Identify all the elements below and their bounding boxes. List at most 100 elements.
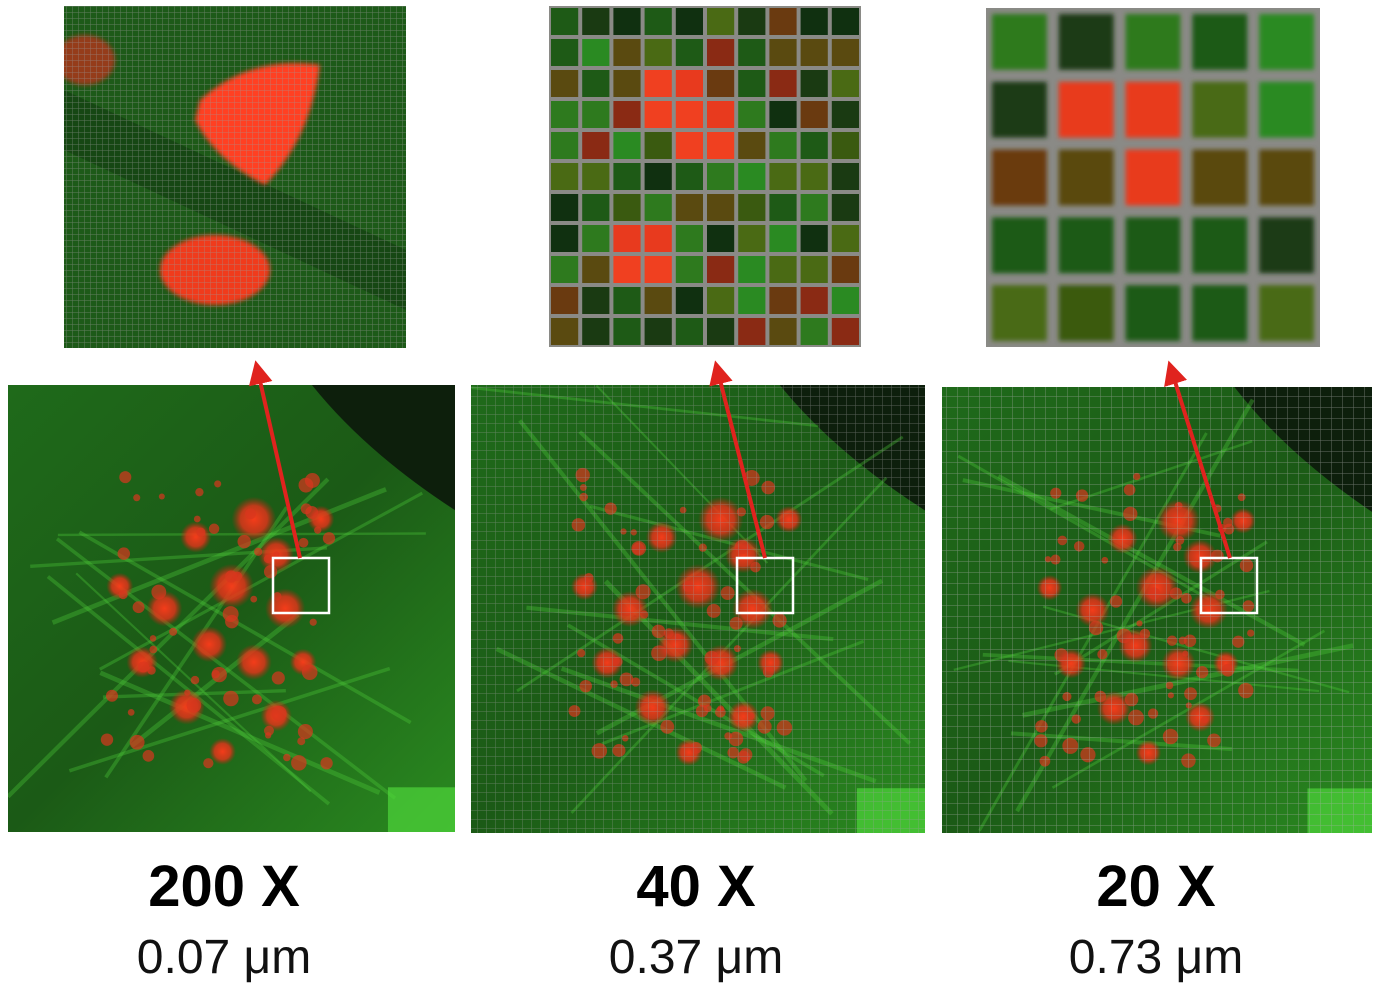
organelle xyxy=(137,661,150,673)
pixel xyxy=(1192,81,1248,138)
pixel xyxy=(707,318,735,345)
micrograph xyxy=(8,385,455,832)
pixel xyxy=(707,163,735,190)
pixel xyxy=(675,287,703,314)
pixel xyxy=(1058,285,1114,341)
organelle xyxy=(251,694,262,705)
pixel xyxy=(675,256,703,283)
pixel xyxy=(992,149,1047,206)
organelle xyxy=(264,732,272,739)
pixel xyxy=(831,287,859,314)
pixel xyxy=(551,225,579,252)
pixel xyxy=(800,225,828,252)
pixel xyxy=(613,8,641,35)
organelle xyxy=(147,666,156,675)
organelle xyxy=(118,589,128,600)
pixel xyxy=(738,132,766,159)
organelle xyxy=(151,584,167,600)
organelle xyxy=(209,563,254,609)
resolution: 0.07 μm xyxy=(137,931,311,984)
pixel xyxy=(582,163,610,190)
organelle xyxy=(283,753,291,762)
organelle xyxy=(309,618,317,626)
pixel xyxy=(707,8,735,35)
bright-corner xyxy=(387,787,455,832)
pixel xyxy=(613,101,641,128)
fiber xyxy=(8,477,330,799)
organelle xyxy=(291,755,307,771)
pixel xyxy=(738,287,766,314)
organelle xyxy=(225,570,238,583)
pixel xyxy=(675,225,703,252)
pixel xyxy=(582,318,610,345)
pixel xyxy=(582,287,610,314)
organelle xyxy=(297,737,306,746)
magnification: 200 X xyxy=(148,854,300,919)
organelle xyxy=(265,588,306,629)
pixel xyxy=(644,163,672,190)
pixel xyxy=(769,8,797,35)
pixel xyxy=(738,256,766,283)
pixel xyxy=(738,70,766,97)
pixel xyxy=(1058,217,1114,274)
organelle xyxy=(305,505,319,519)
organelle xyxy=(271,671,285,685)
pixel xyxy=(675,8,703,35)
resolution: 0.37 μm xyxy=(609,931,783,984)
pixel xyxy=(675,132,703,159)
pixel xyxy=(1125,217,1181,274)
pixel xyxy=(831,8,859,35)
pixel xyxy=(831,225,859,252)
pixel xyxy=(707,39,735,66)
pixel xyxy=(551,70,579,97)
organelle xyxy=(100,733,114,746)
organelle xyxy=(254,547,263,556)
pixel xyxy=(613,287,641,314)
pixel xyxy=(738,163,766,190)
pixel xyxy=(551,39,579,66)
organelle xyxy=(133,494,141,502)
organelle xyxy=(119,471,132,484)
organelle xyxy=(263,565,278,579)
organelle xyxy=(214,480,222,488)
pixel xyxy=(582,8,610,35)
pixel xyxy=(1058,14,1114,70)
pixel xyxy=(707,101,735,128)
organelle xyxy=(129,734,145,750)
pixel xyxy=(769,256,797,283)
pixel xyxy=(1192,149,1248,206)
pixel xyxy=(582,70,610,97)
pixel xyxy=(800,70,828,97)
pixel-grid xyxy=(64,6,406,348)
pixel xyxy=(582,256,610,283)
pixel xyxy=(769,287,797,314)
organelle xyxy=(196,527,206,537)
pixel xyxy=(582,225,610,252)
organelle xyxy=(149,635,157,642)
pixel xyxy=(1192,14,1248,70)
pixel xyxy=(551,318,579,345)
organelle xyxy=(297,724,313,740)
pixel xyxy=(769,225,797,252)
pixel xyxy=(613,163,641,190)
pixel xyxy=(1259,149,1314,206)
pixel xyxy=(1192,285,1248,341)
organelle xyxy=(298,477,314,493)
pixel xyxy=(992,81,1047,138)
organelle xyxy=(146,590,183,627)
pixel xyxy=(582,194,610,221)
organelle xyxy=(190,675,200,685)
organelle xyxy=(149,645,158,654)
pixel xyxy=(769,132,797,159)
pixel xyxy=(769,163,797,190)
pixel xyxy=(644,8,672,35)
pixel xyxy=(769,101,797,128)
pixel xyxy=(769,194,797,221)
pixel xyxy=(613,318,641,345)
pixel xyxy=(613,194,641,221)
zoom-arrow xyxy=(1164,360,1232,559)
organelle xyxy=(208,523,220,535)
organelle xyxy=(273,551,280,558)
inset xyxy=(64,6,406,348)
